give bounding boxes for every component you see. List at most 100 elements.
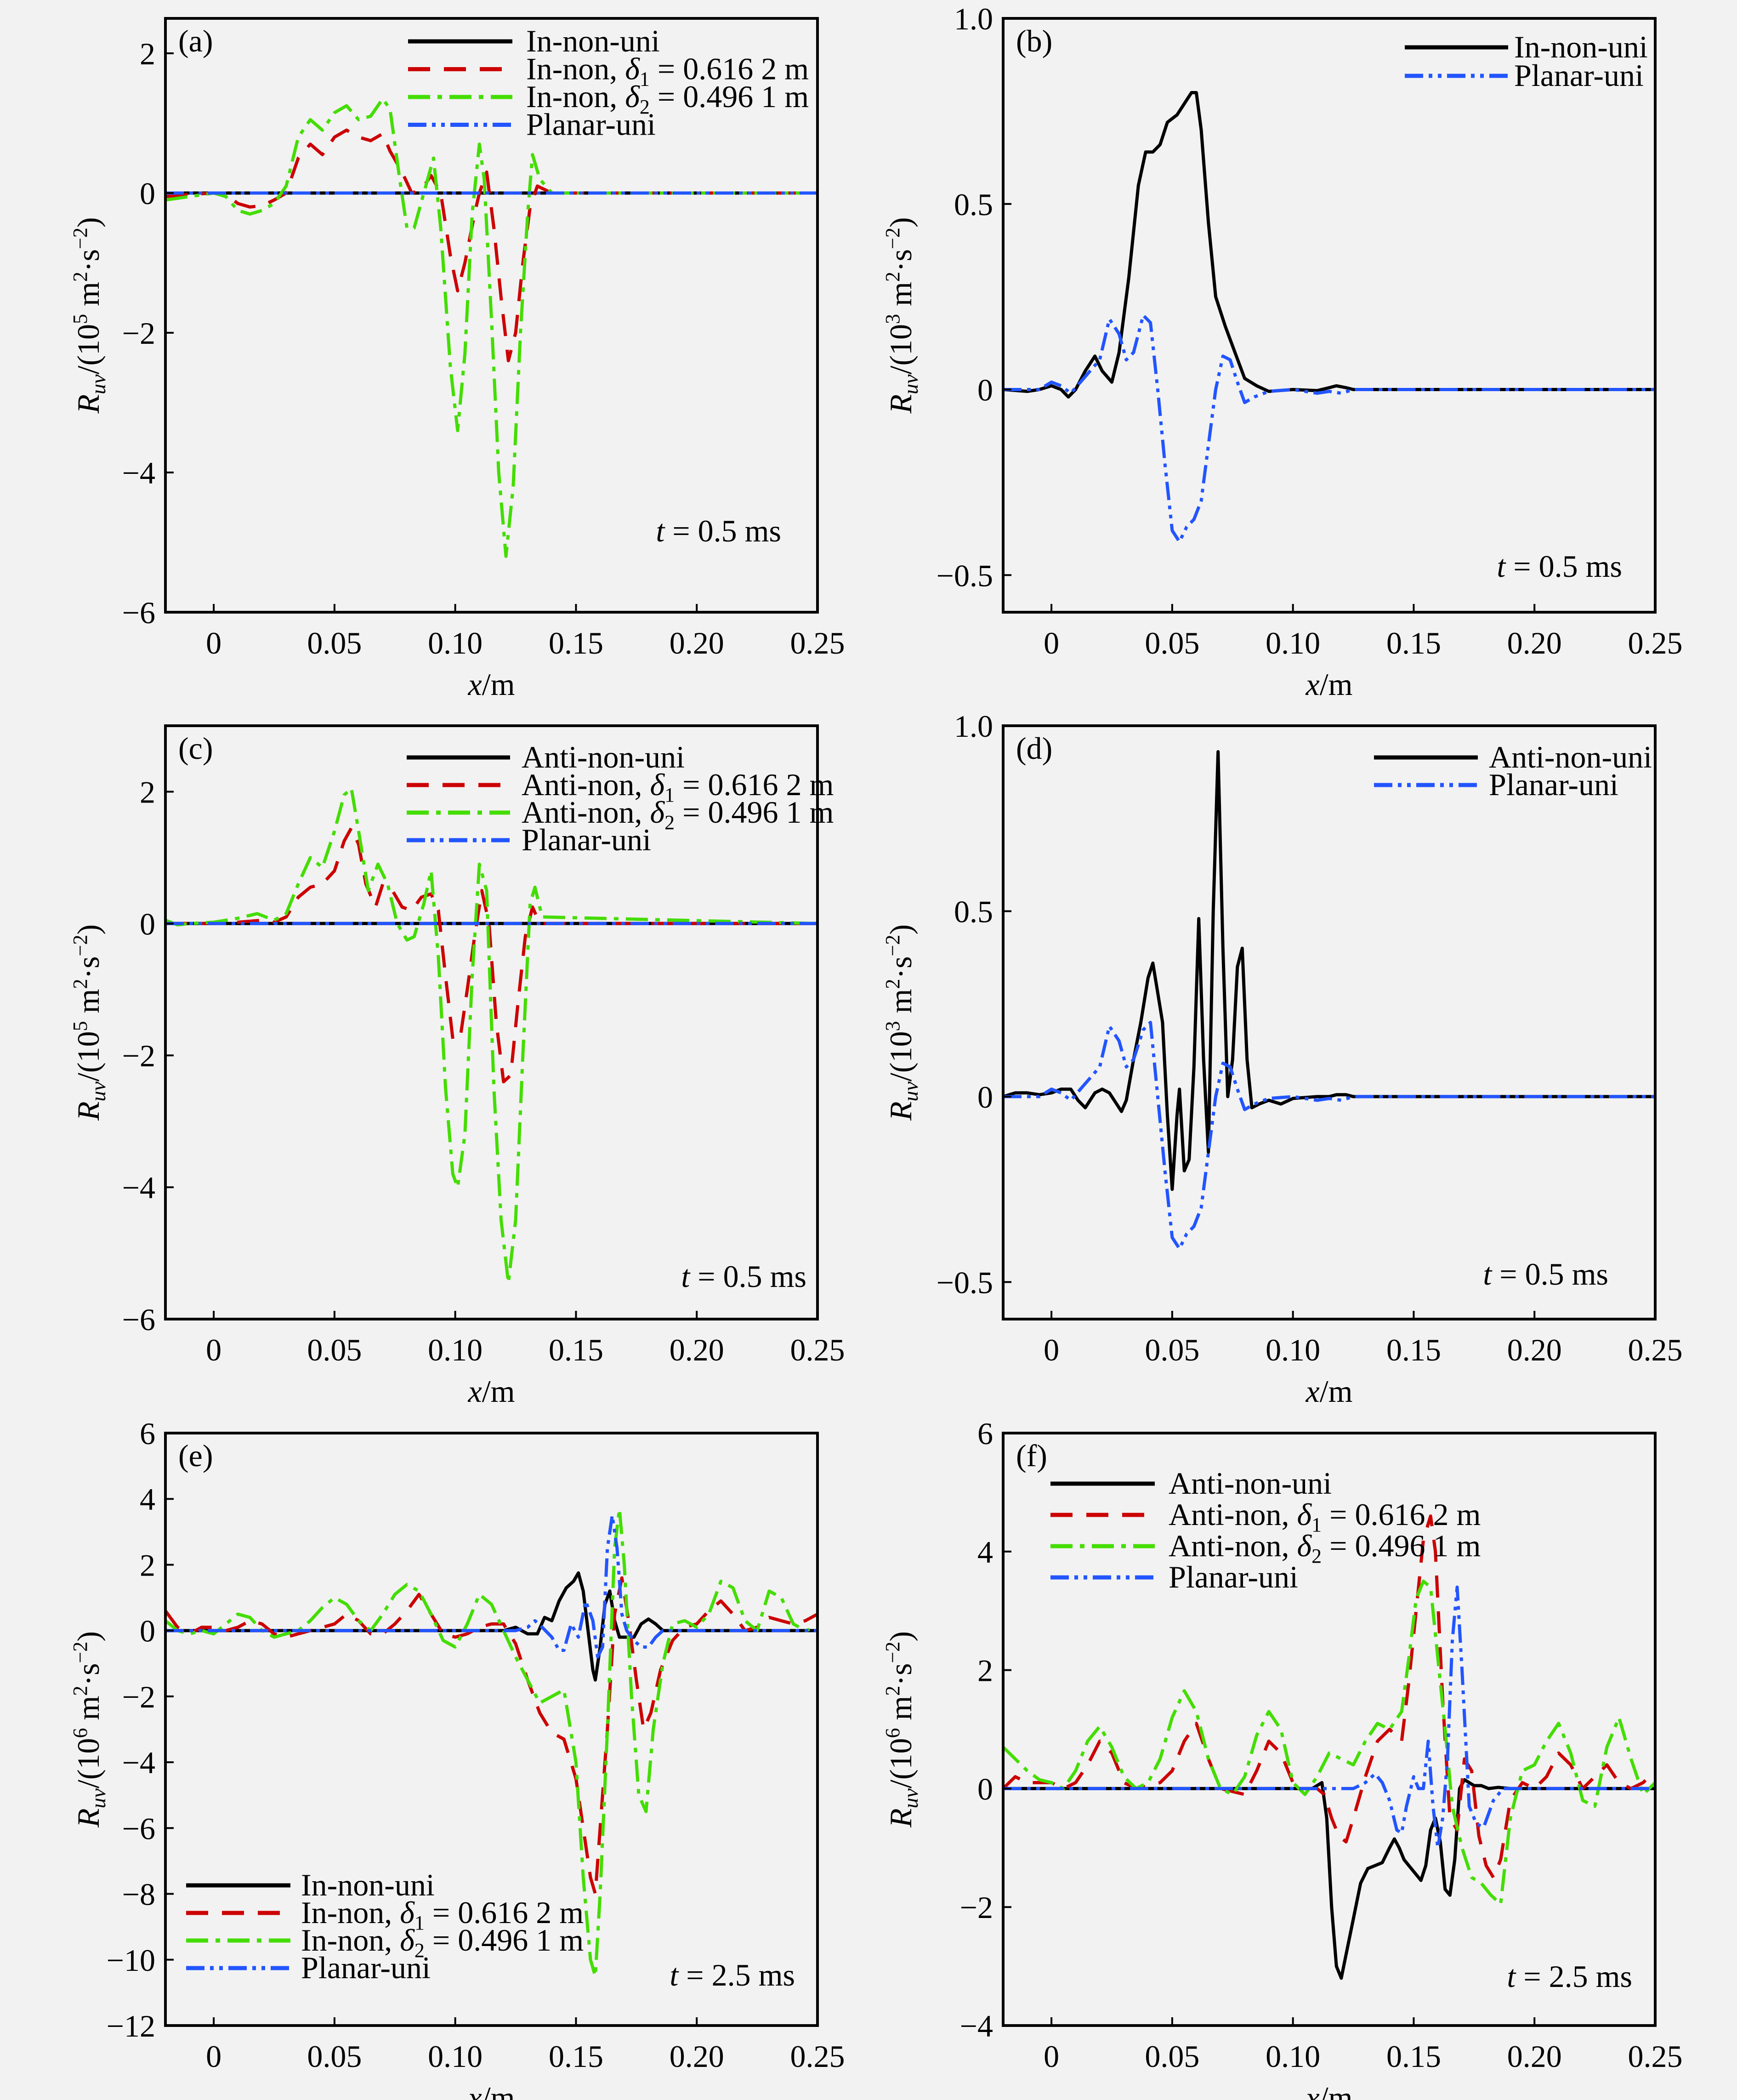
legend-entry-name: In-non [526,51,609,86]
x-tick-label: 0 [1044,626,1059,660]
series-line-blue [1003,1585,1655,1850]
legend-entry-delta-value: = 0.496 1 m [1322,1528,1481,1563]
time-annotation-var: t [670,1958,679,1992]
legend-entry: In-non, δ1 = 0.616 2 m [526,51,809,91]
y-axis-label: Ruv/(103 m2·s−2) [881,924,922,1121]
axes-frame [1002,724,1657,1320]
y-axis-label-var: R [883,1808,918,1828]
legend-entry-name: In-non [301,1895,384,1930]
x-axis-label-var: x [468,2080,482,2100]
y-tick-label: 2 [140,36,155,71]
time-annotation: t = 2.5 ms [670,1958,795,1992]
x-tick-label: 0.15 [549,626,603,660]
chart-panel-f: 0 0.05 0.10 0.15 0.20 0.256420−2−4x/mRuv/(106… [881,1416,1683,2100]
time-annotation: t = 0.5 ms [656,513,781,548]
time-annotation-value: = 0.5 ms [1505,549,1622,584]
y-axis-label-unit-c: ·s [883,1663,918,1685]
series-group [165,786,817,1285]
legend-entry: Planar-uni [1514,58,1644,93]
chart-panel-e: 0 0.05 0.10 0.15 0.20 0.25 6 4 2 0 −2 −4 −6 −8 −10 −12 x… [69,1416,845,2100]
legend-entry-delta-value: = 0.496 1 m [675,795,834,830]
axes-frame [1002,1432,1657,2027]
legend-entry-delta-sub: 1 [664,784,675,806]
legend-entry-comma: , [384,1923,400,1958]
x-axis-label-var: x [1306,1374,1320,1409]
y-axis-label: Ruv/(103 m2·s−2) [881,217,922,414]
y-axis-label-exp3: −2 [881,935,904,956]
x-tick-label: 0.20 [670,2039,724,2074]
x-axis-label-var: x [1306,2080,1320,2100]
y-axis-label-unit-c: ·s [71,956,106,979]
y-axis-label-sub: uv [86,374,110,394]
y-tick-label: −4 [122,1745,155,1780]
y-tick-label: 4 [140,1482,155,1517]
series-group [165,1507,817,1978]
time-annotation: t = 0.5 ms [681,1259,806,1294]
y-tick-label: 4 [977,1535,993,1570]
y-tick-label: −2 [122,1038,155,1073]
legend-entry-name: Planar-uni [301,1950,431,1985]
y-axis-label-exp2: 2 [69,272,91,282]
legend-entry: In-non-uni [526,23,660,58]
x-tick-label: 0.20 [1507,1332,1562,1367]
legend-entry-name: Planar-uni [1169,1559,1298,1594]
series-line-red [165,128,817,363]
x-axis-label-unit: /m [1320,2080,1353,2100]
legend-entry-name: Anti-non [522,795,635,830]
time-annotation-value: = 2.5 ms [678,1958,795,1992]
legend-entry-name: In-non-uni [526,23,660,58]
y-tick-label: 1.0 [954,709,993,744]
legend-entry-delta: δ [625,79,640,114]
x-tick-label: 0.05 [307,1332,362,1367]
legend-entry-name: Anti-non-uni [1169,1466,1332,1501]
x-tick-label: 0 [1044,1332,1059,1367]
chart-panel-b: 0 0.05 0.10 0.15 0.20 0.25 1.0 0.5 0 −0.5 x/m Ruv/(… [881,1,1683,702]
series-group [1003,91,1655,544]
y-axis-label-unit-c: ·s [71,1663,106,1685]
series-line-blue [165,1514,817,1659]
y-tick-label: 0 [977,1771,993,1806]
panel-label: (f) [1016,1438,1047,1473]
y-axis-label-var: R [883,394,918,414]
panel-label: (c) [178,731,213,766]
y-axis-label-exp3: −2 [881,1642,904,1663]
legend-entry: In-non, δ1 = 0.616 2 m [301,1895,584,1934]
legend-entry: Anti-non, δ1 = 0.616 2 m [1169,1497,1481,1536]
series-line-red [165,1576,817,1896]
x-tick-label: 0.25 [790,1332,845,1367]
y-axis-label-unit-d: ) [883,217,918,228]
time-annotation: t = 2.5 ms [1507,1959,1632,1994]
legend-entry-delta: δ [400,1895,415,1930]
legend-entry-delta-sub: 1 [1311,1514,1322,1536]
legend-entry-name: Anti-non [522,767,635,802]
time-annotation: t = 0.5 ms [1497,549,1622,584]
y-axis-label-exp: 6 [881,1728,904,1738]
series-line-blue [1003,1021,1655,1251]
y-axis-label-exp2: 2 [881,979,904,989]
legend-entry: Planar-uni [301,1950,431,1985]
y-axis-label-unit-d: ) [883,924,918,935]
x-axis-label: x/m [1306,1374,1353,1409]
series-line-green [1003,1579,1655,1906]
legend-entry-name: Planar-uni [1489,767,1618,802]
y-tick-label: −4 [960,2009,993,2043]
legend-entry: In-non, δ2 = 0.496 1 m [301,1923,584,1962]
legend-entry-comma: , [635,767,650,802]
y-tick-label: 0.5 [954,894,993,929]
x-axis-label-unit: /m [1320,1374,1353,1409]
series-line-green [165,97,817,558]
y-axis-label-sub: uv [86,1081,110,1101]
axes-frame [164,17,819,614]
legend-entry-delta-sub: 2 [664,811,675,834]
x-axis-label-unit: /m [1320,667,1353,702]
y-axis-label-unit-d: ) [883,1631,918,1642]
x-tick-label: 0 [206,2039,221,2074]
legend-entry-delta-value: = 0.496 1 m [650,79,809,114]
y-tick-label: 6 [977,1416,993,1451]
y-axis-label-exp2: 2 [881,1686,904,1696]
y-tick-label: −10 [107,1943,155,1978]
y-tick-label: 2 [977,1653,993,1688]
y-tick-label: −4 [122,1170,155,1205]
x-axis-label: x/m [468,667,515,702]
